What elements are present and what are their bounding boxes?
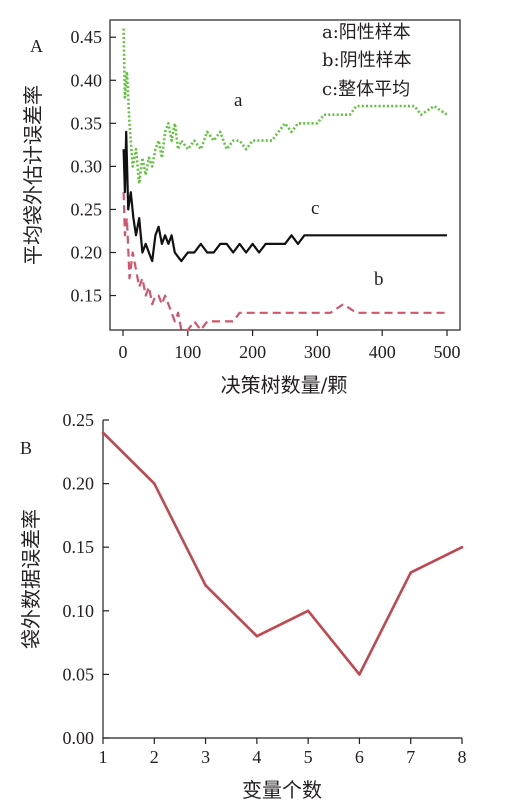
panel-a-y-ticks: 0.15 0.20 0.25 0.30 0.35 0.40 0.45	[71, 27, 116, 306]
panel-b-letter: B	[20, 438, 32, 458]
panel-b-x-tick-label: 6	[355, 747, 364, 767]
panel-b-point	[306, 609, 310, 613]
legend: a:阳性样本 b:阴性样本 c:整体平均	[322, 22, 412, 100]
panel-b-x-ticks: 1 2 3 4 5 6 7 8	[99, 738, 467, 767]
panel-b-point	[152, 482, 156, 485]
series-c-line	[122, 130, 447, 263]
panel-a-x-tick-label: 400	[369, 342, 396, 362]
panel-b-point	[255, 634, 259, 638]
panel-b-y-tick-label: 0.15	[63, 537, 95, 557]
panel-b-series	[101, 431, 464, 676]
panel-b-x-tick-label: 8	[458, 747, 467, 767]
panel-b-x-tick-label: 5	[304, 747, 313, 767]
panel-b-y-tick-label: 0.10	[63, 601, 95, 621]
panel-a-y-tick-label: 0.20	[71, 243, 103, 263]
panel-b-y-tick-label: 0.25	[63, 410, 95, 430]
panel-a-y-tick-label: 0.15	[71, 286, 103, 306]
legend-item-a: a:阳性样本	[322, 22, 411, 43]
panel-b-point	[101, 431, 105, 435]
legend-item-c: c:整体平均	[322, 79, 410, 100]
panel-b-x-tick-label: 1	[99, 747, 108, 767]
panel-a-y-tick-label: 0.45	[71, 27, 103, 47]
panel-b-point	[409, 571, 413, 574]
panel-a-x-tick-label: 100	[174, 342, 201, 362]
panel-b-y-tick-label: 0.20	[63, 474, 95, 494]
panel-b-point	[204, 584, 207, 587]
panel-b-x-tick-label: 3	[201, 747, 210, 767]
panel-b-point	[358, 673, 361, 676]
panel-a-y-tick-label: 0.40	[71, 70, 103, 90]
panel-a-y-tick-label: 0.25	[71, 199, 103, 219]
panel-b-point	[460, 545, 464, 549]
series-label-a: a	[234, 90, 243, 111]
panel-a-x-tick-label: 300	[304, 342, 331, 362]
panel-a-y-axis-title: 平均袋外估计误差率	[21, 85, 45, 265]
panel-b-y-tick-label: 0.05	[63, 664, 95, 684]
panel-b-y-tick-label: 0.00	[63, 728, 95, 748]
panel-a-letter: A	[30, 36, 43, 56]
panel-a-x-ticks: 0 100 200 300 400 500	[119, 330, 461, 362]
panel-b-y-axis-title: 袋外数据误差率	[19, 509, 43, 649]
chart-panel-b: B 0.00 0.05 0.10 0.15 0.20 0.25 1 2 3 4 5 6 7 8 变量个数…	[19, 410, 467, 802]
panel-b-x-tick-label: 2	[150, 747, 159, 767]
chart-panel-a: A 0.15 0.20 0.25 0.30 0.35 0.40 0.45 0 100 200 30…	[21, 19, 461, 397]
panel-b-x-tick-label: 4	[252, 747, 261, 767]
panel-a-y-tick-label: 0.35	[71, 113, 103, 133]
panel-a-x-axis-title: 决策树数量/颗	[221, 373, 348, 397]
panel-a-x-tick-label: 200	[239, 342, 266, 362]
panel-a-y-tick-label: 0.30	[71, 156, 103, 176]
panel-a-frame	[109, 19, 461, 331]
panel-a-x-tick-label: 0	[119, 342, 128, 362]
series-label-c: c	[311, 198, 319, 219]
legend-item-b: b:阴性样本	[322, 50, 412, 71]
panel-a-series	[122, 28, 448, 332]
panel-a-x-tick-label: 500	[434, 342, 461, 362]
panel-b-x-tick-label: 7	[406, 747, 415, 767]
series-b-line	[122, 192, 447, 332]
series-a-line	[122, 28, 448, 185]
series-label-b: b	[374, 269, 384, 290]
panel-b-series-line	[102, 431, 463, 676]
panel-b-x-axis-title: 变量个数	[242, 778, 322, 802]
panel-b-y-ticks: 0.00 0.05 0.10 0.15 0.20 0.25	[63, 410, 109, 748]
